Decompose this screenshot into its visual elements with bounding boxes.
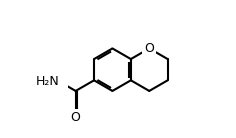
Text: H₂N: H₂N [36, 75, 59, 88]
Text: O: O [144, 42, 154, 55]
Text: O: O [71, 111, 80, 124]
